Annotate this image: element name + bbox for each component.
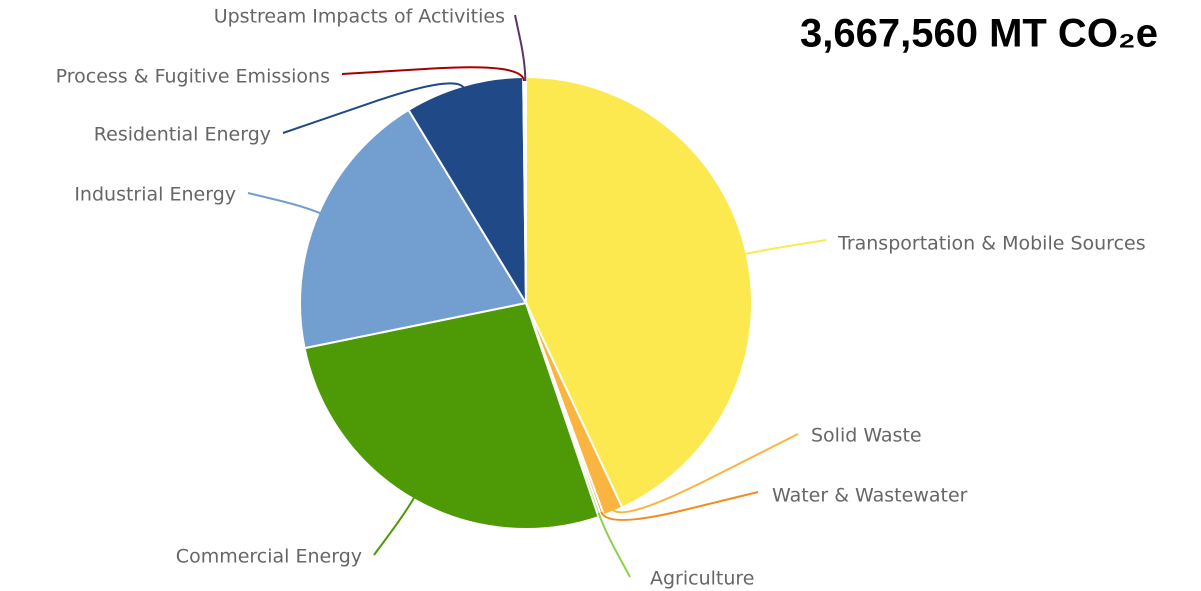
slice-label: Solid Waste [811,425,922,447]
pie-slice [523,75,527,304]
connector [247,192,323,216]
connector [282,82,466,134]
connector [742,239,827,256]
pie-slice [407,76,528,307]
connector [341,66,525,82]
slice-label: Commercial Energy [176,546,362,568]
slice-label: Water & Wastewater [772,485,968,507]
connector [610,433,799,514]
slice-label: Process & Fugitive Emissions [56,66,330,88]
slice-label: Residential Energy [94,124,271,146]
connector [600,491,759,521]
slice-label: Agriculture [650,568,755,590]
slice-label: Transportation & Mobile Sources [837,233,1146,255]
slice-label: Upstream Impacts of Activities [214,6,505,28]
connector [514,14,527,82]
chart-title: 3,667,560 MT CO₂e [800,12,1158,56]
connector [373,494,417,556]
slice-label: Industrial Energy [74,184,236,206]
connector [597,512,631,578]
